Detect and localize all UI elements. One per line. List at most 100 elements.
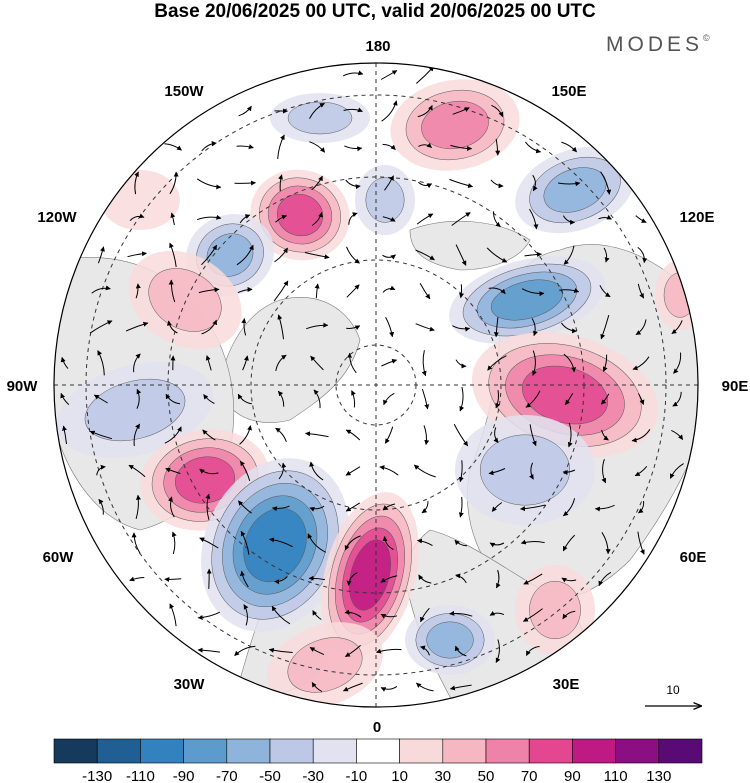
wind-arrow — [164, 426, 182, 444]
wind-arrow — [129, 213, 145, 222]
wind-arrow — [529, 424, 537, 447]
wind-arrow — [342, 682, 363, 692]
colorbar-label: -50 — [259, 768, 281, 783]
wind-arrow — [382, 143, 396, 150]
lon-label-60e: 60E — [680, 549, 707, 566]
wind-arrow — [278, 462, 287, 480]
wind-arrow — [237, 393, 252, 405]
colorbar-swatch — [312, 738, 357, 764]
wind-arrow — [239, 425, 253, 445]
wind-arrow — [419, 282, 431, 300]
anomaly-contour — [543, 167, 607, 213]
wind-arrow — [416, 682, 434, 692]
wind-arrow — [603, 247, 610, 263]
wind-arrow — [165, 467, 181, 474]
wind-arrow — [240, 530, 250, 555]
wind-arrow — [135, 494, 141, 519]
anomaly-contour — [276, 193, 324, 237]
wind-arrow — [415, 323, 435, 332]
wind-arrow — [413, 464, 436, 478]
wind-arrow — [275, 214, 287, 223]
wind-arrow — [62, 425, 67, 445]
colorbar-label: -130 — [82, 768, 112, 783]
wind-arrow — [376, 648, 402, 654]
wind-arrow — [98, 498, 104, 515]
wind-arrow — [522, 608, 543, 622]
wind-arrow — [313, 389, 321, 409]
wind-arrow — [381, 358, 398, 367]
wind-arrow — [171, 531, 177, 555]
wind-arrow — [567, 422, 573, 448]
colorbar-swatch — [356, 738, 400, 764]
wind-arrow — [671, 429, 684, 441]
wind-arrow — [561, 577, 577, 583]
wind-arrow — [382, 503, 396, 511]
colorbar-label: 90 — [564, 768, 581, 783]
wind-arrow — [531, 318, 538, 337]
wind-arrow — [196, 214, 222, 221]
wind-arrow — [532, 350, 537, 376]
wind-arrow — [168, 279, 176, 303]
wind-arrow — [459, 386, 465, 412]
wind-arrow — [343, 107, 363, 113]
wind-arrow — [351, 390, 356, 408]
wind-arrow — [239, 570, 249, 588]
wind-arrow — [381, 100, 398, 122]
wind-arrow — [380, 575, 398, 583]
wind-arrow — [383, 392, 395, 406]
colorbar-swatch — [269, 738, 314, 764]
polar-map — [54, 63, 698, 707]
anomaly-contour — [426, 621, 474, 659]
wind-arrow — [239, 214, 251, 224]
wind-arrow — [524, 251, 542, 257]
wind-arrow — [416, 213, 434, 225]
anomaly-contour — [529, 580, 581, 640]
wind-arrow — [268, 647, 293, 653]
wind-arrow — [673, 352, 682, 374]
wind-arrow — [310, 355, 324, 371]
wind-arrow — [634, 465, 648, 477]
wind-arrow — [165, 393, 181, 405]
wind-arrow — [199, 537, 219, 549]
lon-label-90w: 90W — [7, 378, 39, 395]
wind-arrow — [269, 537, 293, 548]
wind-arrow — [344, 535, 361, 551]
wind-arrow — [559, 288, 580, 293]
wind-arrow — [672, 391, 682, 407]
colorbar-label: 50 — [478, 768, 495, 783]
colorbar-label: 110 — [604, 768, 628, 783]
wind-arrow — [311, 175, 323, 191]
colorbar-label: 70 — [521, 768, 538, 783]
wind-arrow — [632, 356, 650, 371]
colorbar-label: -110 — [126, 768, 155, 783]
map-title: Base 20/06/2025 00 UTC, valid 20/06/2025… — [154, 1, 596, 22]
wind-arrow — [637, 283, 645, 299]
wind-arrow — [205, 493, 211, 521]
wind-arrow — [418, 181, 433, 189]
wind-arrow — [420, 645, 430, 656]
wind-arrow — [135, 283, 141, 299]
wind-arrow — [242, 355, 249, 371]
wind-arrow — [314, 283, 320, 299]
wind-arrow — [637, 531, 645, 555]
wind-arrow — [523, 573, 543, 585]
wind-arrow — [344, 609, 362, 618]
wind-arrow — [309, 505, 325, 512]
wind-arrow — [495, 390, 501, 409]
wind-arrow — [309, 102, 325, 119]
anomaly-contour — [175, 456, 235, 504]
wind-arrow — [241, 318, 247, 336]
wind-arrow — [380, 685, 398, 692]
wind-arrow — [563, 498, 576, 517]
wind-arrow — [346, 246, 360, 264]
wind-arrow — [384, 426, 394, 444]
wind-arrow — [635, 215, 647, 223]
wind-arrow — [309, 646, 325, 656]
wind-arrow — [598, 214, 612, 220]
wind-arrow — [521, 288, 545, 297]
wind-arrow — [562, 215, 576, 225]
wind-arrow — [418, 574, 432, 584]
wind-arrow — [169, 603, 177, 627]
wind-arrow — [309, 461, 324, 481]
wind-arrow — [561, 141, 577, 153]
